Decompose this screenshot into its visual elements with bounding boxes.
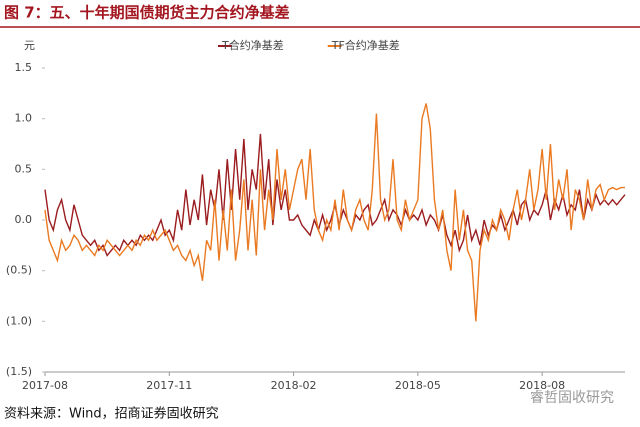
- y-tick-label: 1.5: [15, 61, 33, 74]
- watermark: 睿哲固收研究: [530, 390, 614, 406]
- x-tick-label: 2017-11: [146, 379, 192, 392]
- y-tick-label: (1.5): [6, 365, 32, 378]
- legend-label: T合约净基差: [221, 38, 284, 52]
- chart-title: 图 7：五、十年期国债期货主力合约净基差: [4, 4, 290, 22]
- x-tick-label: 2018-08: [519, 379, 565, 392]
- source-note: 资料来源：Wind，招商证券固收研究: [4, 406, 219, 422]
- series-line: [44, 133, 626, 257]
- y-axis-label: 元: [24, 39, 35, 52]
- legend-label: TF合约净基差: [331, 38, 400, 52]
- y-tick-label: 1.0: [15, 112, 33, 125]
- series-line: [44, 103, 625, 322]
- y-tick-label: (0.5): [6, 264, 32, 277]
- y-tick-label: 0.5: [15, 162, 33, 175]
- y-tick-label: (1.0): [6, 314, 32, 327]
- y-tick-label: 0.0: [15, 213, 33, 226]
- x-tick-label: 2017-08: [22, 379, 68, 392]
- x-tick-label: 2018-05: [395, 379, 441, 392]
- x-tick-label: 2018-02: [271, 379, 317, 392]
